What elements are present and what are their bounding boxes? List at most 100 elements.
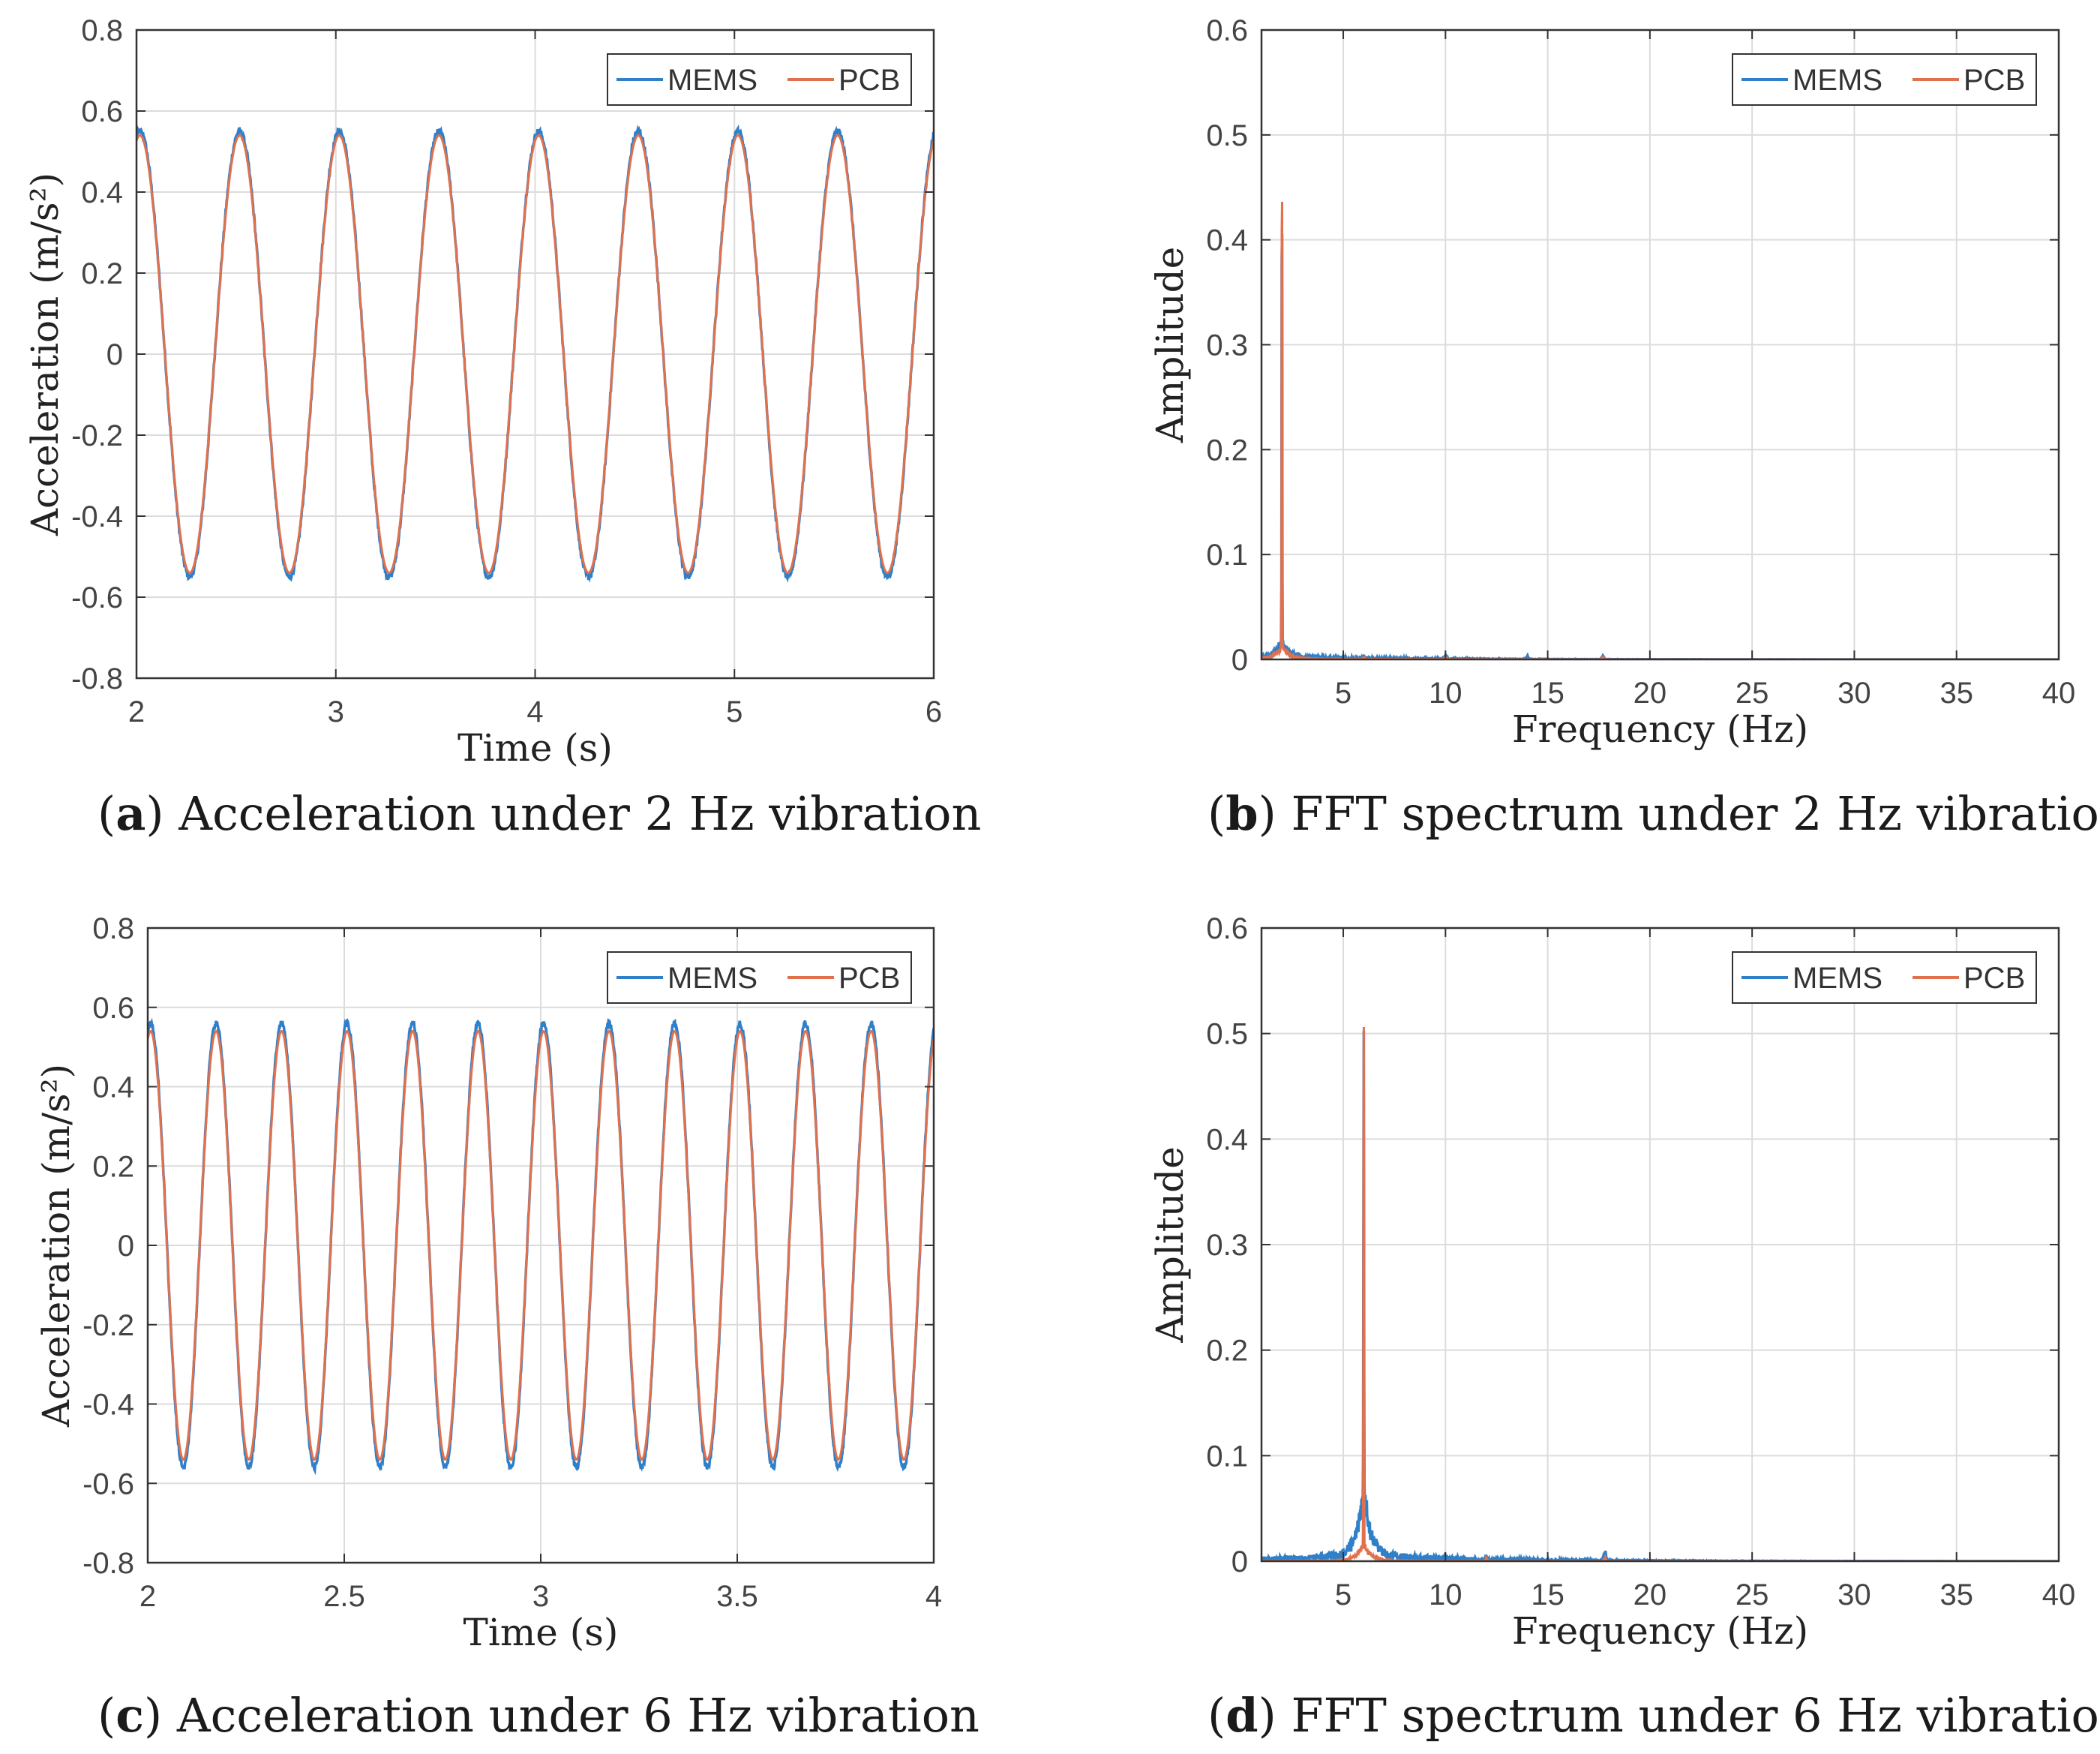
plot-area xyxy=(148,928,934,1563)
x-axis-label: Frequency (Hz) xyxy=(1512,707,1808,751)
y-tick-label: 0.4 xyxy=(92,1071,134,1104)
y-tick-label: 0.2 xyxy=(92,1150,134,1183)
x-tick-label: 40 xyxy=(2042,1578,2076,1611)
y-tick-label: -0.4 xyxy=(82,1389,134,1422)
x-axis-label: Time (s) xyxy=(464,1611,619,1654)
legend-label-mems: MEMS xyxy=(1792,64,1882,97)
y-tick-label: 0.5 xyxy=(1206,1018,1248,1051)
x-tick-label: 5 xyxy=(1335,1578,1352,1611)
y-tick-label: 0.4 xyxy=(81,176,123,209)
y-tick-label: 0.4 xyxy=(1206,1123,1248,1156)
x-tick-label: 2 xyxy=(140,1580,156,1613)
caption-b: (b) FFT spectrum under 2 Hz vibration xyxy=(1208,786,2100,841)
y-tick-label: 0 xyxy=(1232,1545,1248,1578)
y-tick-label: -0.6 xyxy=(71,581,123,614)
y-tick-label: 0.6 xyxy=(92,992,134,1025)
legend-box xyxy=(1732,951,2037,1004)
y-tick-label: 0.1 xyxy=(1206,539,1248,572)
plot-area xyxy=(1262,30,2059,659)
x-tick-label: 4 xyxy=(926,1580,942,1613)
x-tick-label: 4 xyxy=(526,695,543,728)
series-line-pcb xyxy=(136,134,934,575)
caption-c-tag: c xyxy=(116,1688,144,1743)
x-tick-label: 25 xyxy=(1736,1578,1769,1611)
legend-label-pcb: PCB xyxy=(1964,64,2025,97)
x-tick-label: 6 xyxy=(926,695,942,728)
caption-a: (a) Acceleration under 2 Hz vibration xyxy=(98,786,982,841)
legend-box xyxy=(607,951,912,1004)
y-tick-label: -0.2 xyxy=(82,1309,134,1342)
caption-c: (c) Acceleration under 6 Hz vibration xyxy=(98,1688,980,1743)
x-tick-label: 20 xyxy=(1634,1578,1667,1611)
x-tick-label: 35 xyxy=(1940,1578,1973,1611)
x-tick-label: 35 xyxy=(1940,677,1973,710)
x-axis-label: Time (s) xyxy=(458,726,613,770)
x-tick-label: 5 xyxy=(1335,677,1352,710)
series-line-mems xyxy=(1262,234,2059,659)
y-axis-label: Acceleration (m/s²) xyxy=(34,1064,78,1428)
plot-area xyxy=(1262,928,2059,1561)
axes-box xyxy=(146,927,935,1564)
caption-b-text: FFT spectrum under 2 Hz vibration xyxy=(1291,786,2100,841)
y-axis-label: Amplitude xyxy=(1148,1146,1192,1343)
y-axis-label: Acceleration (m/s²) xyxy=(23,173,67,536)
y-tick-label: 0.4 xyxy=(1206,224,1248,257)
caption-d-tag: d xyxy=(1226,1688,1258,1743)
x-tick-label: 5 xyxy=(726,695,742,728)
series-line-mems xyxy=(148,1017,934,1476)
caption-a-text: Acceleration under 2 Hz vibration xyxy=(178,786,982,841)
x-tick-label: 30 xyxy=(1838,677,1871,710)
plot-area xyxy=(136,30,934,678)
legend-label-pcb: PCB xyxy=(838,962,900,995)
legend-label-mems: MEMS xyxy=(1792,962,1882,995)
y-tick-label: 0.6 xyxy=(81,95,123,128)
y-tick-label: 0.5 xyxy=(1206,119,1248,152)
series-line-mems xyxy=(1262,1031,2059,1561)
y-tick-label: 0.2 xyxy=(81,257,123,290)
y-tick-label: 0.3 xyxy=(1206,1229,1248,1262)
y-tick-label: 0.6 xyxy=(1206,912,1248,945)
x-axis-label: Frequency (Hz) xyxy=(1512,1609,1808,1653)
x-tick-label: 2.5 xyxy=(323,1580,365,1613)
x-tick-label: 10 xyxy=(1429,677,1462,710)
y-tick-label: 0.6 xyxy=(1206,14,1248,47)
x-tick-label: 2 xyxy=(128,695,145,728)
y-tick-label: 0.1 xyxy=(1206,1440,1248,1473)
y-tick-label: -0.8 xyxy=(71,662,123,695)
x-tick-label: 15 xyxy=(1531,677,1564,710)
caption-b-tag: b xyxy=(1226,786,1258,841)
axes-box xyxy=(1260,927,2060,1563)
y-tick-label: 0.8 xyxy=(92,912,134,945)
y-tick-label: 0 xyxy=(106,338,123,371)
caption-c-text: Acceleration under 6 Hz vibration xyxy=(176,1688,980,1743)
y-tick-label: 0.2 xyxy=(1206,434,1248,467)
x-tick-label: 3.5 xyxy=(716,1580,758,1613)
x-tick-label: 3 xyxy=(328,695,344,728)
x-tick-label: 3 xyxy=(532,1580,549,1613)
legend-label-mems: MEMS xyxy=(668,64,758,97)
series-line-mems xyxy=(136,124,934,583)
legend-label-mems: MEMS xyxy=(668,962,758,995)
legend-box xyxy=(607,53,912,106)
chart-c: 2 2.5 3 3.5 4 -0.8 -0.6 -0.4 -0.2 0 0.2 0.4 0.6 0.8 Ti… xyxy=(34,912,942,1654)
caption-d: (d) FFT spectrum under 6 Hz vibration xyxy=(1208,1688,2100,1743)
x-tick-label: 40 xyxy=(2042,677,2076,710)
legend: MEMS PCB xyxy=(607,53,912,106)
x-tick-label: 30 xyxy=(1838,1578,1871,1611)
chart-a: 2 3 4 5 6 -0.8 -0.6 -0.4 -0.2 0 0.2 0.4 0.6 0.8 Time (… xyxy=(23,14,942,770)
legend: MEMS PCB xyxy=(607,951,912,1004)
y-tick-label: -0.8 xyxy=(82,1547,134,1580)
legend-label-pcb: PCB xyxy=(1964,962,2025,995)
x-tick-label: 20 xyxy=(1634,677,1667,710)
y-axis-label: Amplitude xyxy=(1148,247,1192,443)
legend: MEMS PCB xyxy=(1732,53,2037,106)
x-tick-label: 10 xyxy=(1429,1578,1462,1611)
x-tick-label: 15 xyxy=(1531,1578,1564,1611)
axes-box xyxy=(135,29,935,680)
axes-box xyxy=(1260,29,2060,661)
legend-label-pcb: PCB xyxy=(838,64,900,97)
caption-d-text: FFT spectrum under 6 Hz vibration xyxy=(1291,1688,2100,1743)
y-tick-label: 0.2 xyxy=(1206,1335,1248,1368)
